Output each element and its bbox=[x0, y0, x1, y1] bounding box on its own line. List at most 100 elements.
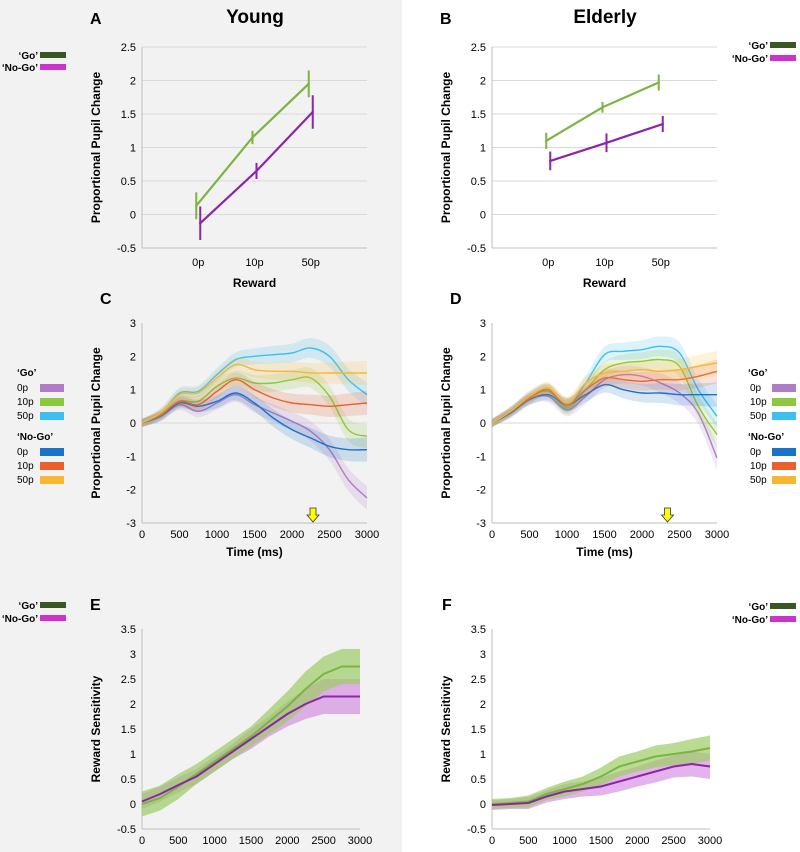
y-tick-label: 0 bbox=[480, 799, 486, 811]
y-tick-label: 1 bbox=[480, 385, 486, 397]
x-tick-label: 2500 bbox=[317, 529, 341, 541]
x-tick-label: 0 bbox=[139, 835, 145, 847]
x-tick-label: 0 bbox=[489, 835, 495, 847]
data-point bbox=[251, 136, 254, 139]
x-tick-label: 2000 bbox=[275, 835, 299, 847]
y-tick-label: 2.5 bbox=[121, 42, 136, 54]
series-line-go-0p bbox=[141, 393, 368, 499]
legend-gonogo-f: ‘Go’ ‘No-Go’ bbox=[732, 602, 796, 626]
x-tick-label: 2500 bbox=[661, 835, 685, 847]
legend-item-label: 10p bbox=[17, 397, 34, 408]
series-line-go-50p bbox=[141, 347, 368, 424]
y-tick-label: -3 bbox=[476, 518, 486, 530]
y-tick-label: -1 bbox=[476, 451, 486, 463]
y-tick-label: 2 bbox=[480, 699, 486, 711]
legend-go-text: ‘Go’ bbox=[749, 41, 769, 52]
x-tick-label: 1500 bbox=[239, 835, 263, 847]
x-tick-label: 3000 bbox=[705, 529, 729, 541]
x-tick-label: 0 bbox=[489, 529, 495, 541]
legend-nogo-swatch bbox=[770, 616, 796, 622]
y-tick-label: 0 bbox=[480, 210, 486, 222]
legend-conditions-c: ‘Go’ 0p 10p 50p ‘No-Go’ 0p 10p 50p bbox=[17, 368, 64, 486]
y-tick-label: 2.5 bbox=[121, 674, 136, 686]
series-line-go bbox=[195, 83, 310, 207]
x-tick-label: 50p bbox=[302, 257, 320, 269]
y-tick-label: 2 bbox=[130, 699, 136, 711]
ci-band-nogo-50p bbox=[492, 351, 717, 427]
legend-nogo-0p-swatch bbox=[772, 448, 796, 456]
legend-nogo-10p-swatch bbox=[772, 462, 796, 470]
chart-panel-d: -3 -2 -1 0 1 2 3 0 500 1000 1500 2000 2500 3000 Time (… bbox=[439, 318, 729, 559]
data-point bbox=[199, 222, 202, 225]
x-axis-label: Time (ms) bbox=[576, 545, 632, 559]
y-axis-label: Reward Sensitivity bbox=[89, 675, 103, 782]
legend-go-title: ‘Go’ bbox=[748, 368, 768, 379]
series-line-nogo-50p bbox=[491, 362, 718, 424]
x-tick-label: 0p bbox=[192, 257, 204, 269]
legend-item-label: 50p bbox=[750, 411, 767, 422]
legend-nogo-swatch bbox=[40, 615, 66, 621]
ci-band-go bbox=[492, 735, 710, 809]
x-tick-label: 2000 bbox=[280, 529, 304, 541]
panel-label-f: F bbox=[442, 597, 452, 614]
y-tick-label: 2 bbox=[130, 351, 136, 363]
y-tick-label: 2 bbox=[480, 351, 486, 363]
x-tick-label: 1000 bbox=[555, 529, 579, 541]
legend-item-label: 50p bbox=[17, 475, 34, 486]
y-tick-label: -3 bbox=[126, 518, 136, 530]
x-tick-label: 3000 bbox=[698, 835, 722, 847]
legend-item-label: 0p bbox=[750, 447, 762, 458]
legend-nogo-text: ‘No-Go’ bbox=[2, 614, 38, 625]
data-point bbox=[657, 81, 660, 84]
y-tick-label: 2.5 bbox=[471, 674, 486, 686]
x-tick-label: 500 bbox=[520, 529, 538, 541]
legend-item-label: 0p bbox=[750, 383, 762, 394]
y-tick-label: 1.5 bbox=[471, 724, 486, 736]
legend-item-label: 10p bbox=[17, 461, 34, 472]
y-tick-label: -0.5 bbox=[467, 243, 486, 255]
legend-go-swatch bbox=[770, 42, 796, 48]
series-line-go bbox=[141, 665, 360, 805]
series-line-go bbox=[491, 747, 711, 805]
legend-gonogo-a: ‘Go’ ‘No-Go’ bbox=[2, 51, 66, 74]
y-tick-label: 0 bbox=[130, 210, 136, 222]
legend-gonogo-e: ‘Go’ ‘No-Go’ bbox=[2, 601, 66, 625]
legend-nogo-50p-swatch bbox=[40, 476, 64, 484]
chart-panel-f: -0.500.511.522.533.50 500 1000 1500 2000 2500… bbox=[439, 624, 722, 852]
y-tick-label: 1 bbox=[130, 143, 136, 155]
y-axis-label: Reward Sensitivity bbox=[439, 675, 453, 782]
y-tick-label: 1 bbox=[130, 385, 136, 397]
y-tick-label: 0 bbox=[130, 799, 136, 811]
x-tick-label: 1500 bbox=[242, 529, 266, 541]
legend-go-text: ‘Go’ bbox=[19, 601, 39, 612]
legend-nogo-10p-swatch bbox=[40, 462, 64, 470]
chart-panel-b: -0.5 0 0.5 1 1.5 2 2.5 0p 10p 50p Reward Proportion… bbox=[439, 42, 717, 290]
legend-nogo-50p-swatch bbox=[772, 476, 796, 484]
y-tick-label: 1.5 bbox=[121, 724, 136, 736]
ci-band-go bbox=[142, 649, 360, 817]
x-tick-label: 1000 bbox=[202, 835, 226, 847]
data-point bbox=[255, 169, 258, 173]
y-tick-label: 3 bbox=[130, 318, 136, 330]
series-line-nogo-10p bbox=[141, 378, 368, 424]
legend-go-10p-swatch bbox=[772, 398, 796, 406]
legend-item-label: 50p bbox=[17, 411, 34, 422]
x-tick-label: 1000 bbox=[205, 529, 229, 541]
y-tick-label: 0 bbox=[480, 418, 486, 430]
legend-item-label: 10p bbox=[750, 461, 767, 472]
x-tick-label: 10p bbox=[245, 257, 263, 269]
panel-label-d: D bbox=[450, 291, 462, 308]
data-point bbox=[311, 110, 314, 114]
y-axis-label: Proportional Pupil Change bbox=[439, 347, 453, 499]
series-line-nogo-50p bbox=[141, 363, 367, 424]
y-tick-label: -2 bbox=[126, 485, 136, 497]
ci-band-nogo-10p bbox=[142, 372, 367, 427]
x-tick-label: 500 bbox=[170, 529, 188, 541]
x-tick-label: 1000 bbox=[552, 835, 576, 847]
group-title-elderly: Elderly bbox=[573, 7, 637, 28]
ci-band-go-10p bbox=[142, 367, 367, 449]
y-tick-label: -0.5 bbox=[467, 824, 486, 836]
y-axis-label: Proportional Pupil Change bbox=[89, 72, 103, 224]
panel-label-a: A bbox=[90, 11, 102, 28]
legend-item-label: 0p bbox=[17, 447, 29, 458]
